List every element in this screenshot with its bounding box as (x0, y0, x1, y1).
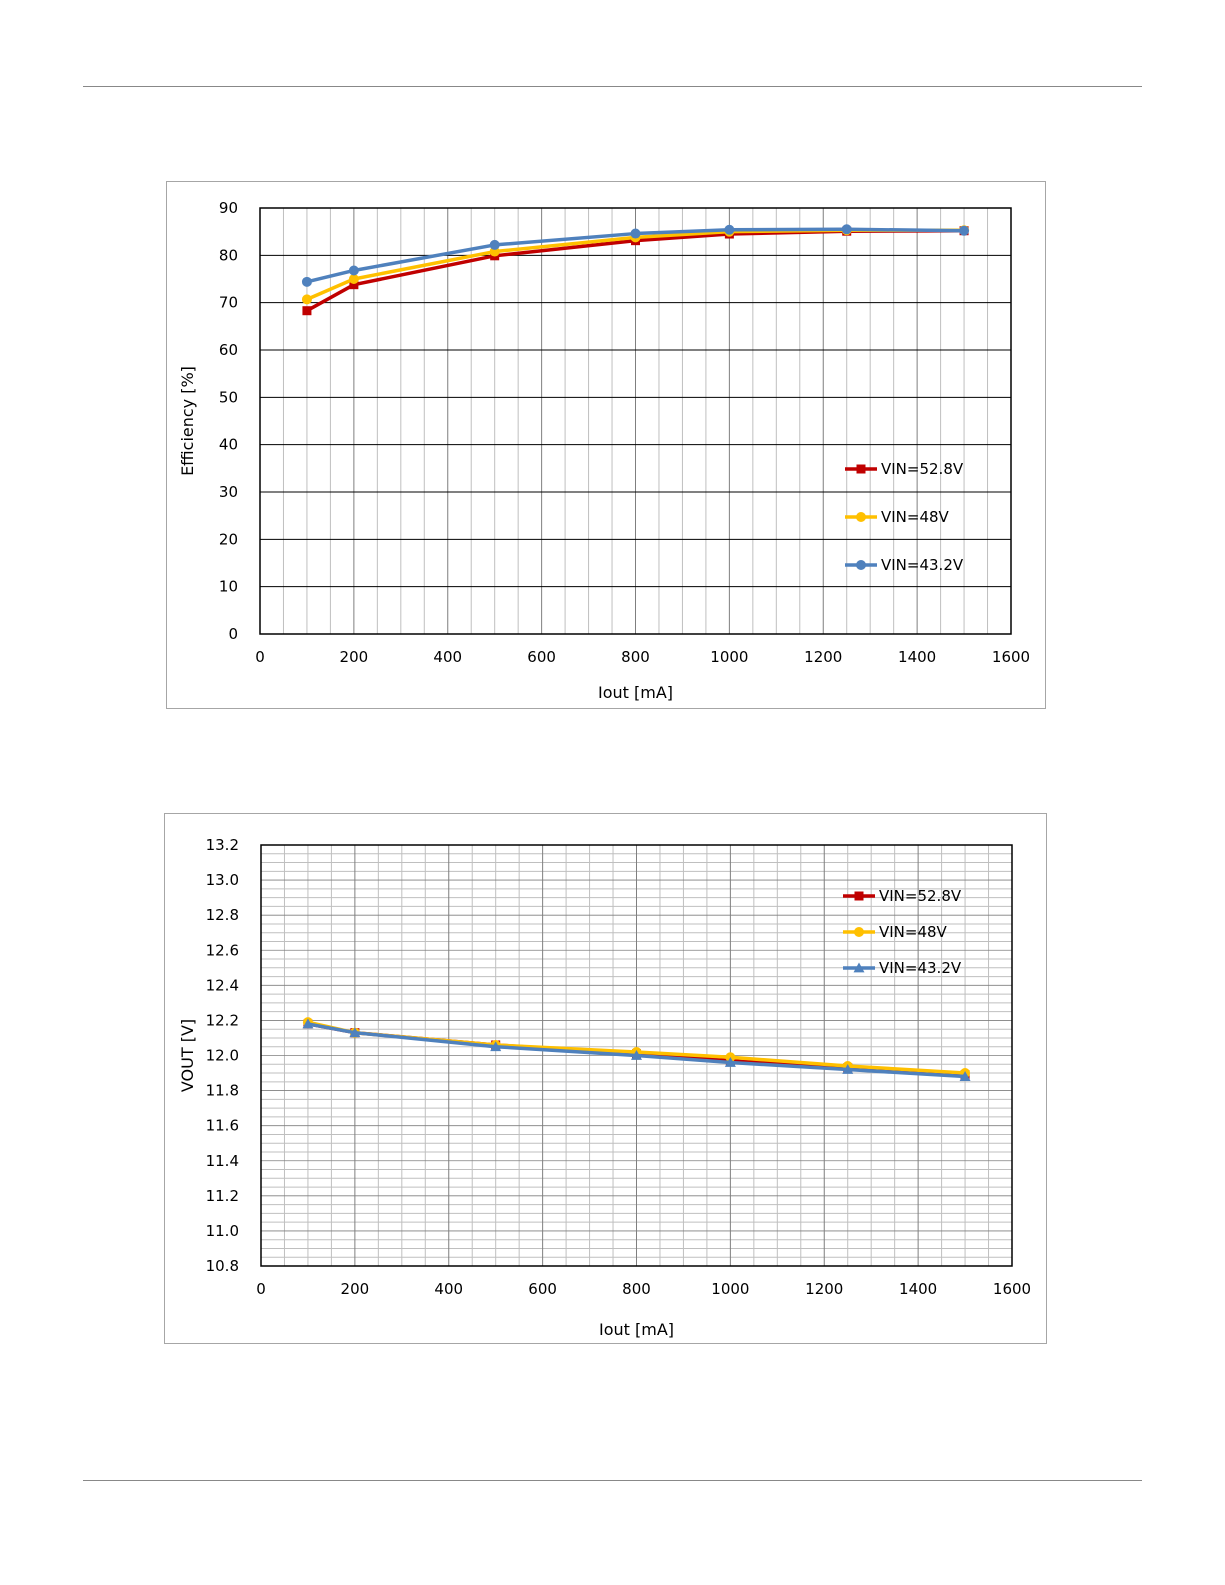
data-point (842, 1064, 854, 1074)
legend-label: VIN=48V (881, 508, 950, 526)
plot-area-border (259, 207, 1012, 635)
x-tick-label: 800 (622, 1280, 651, 1298)
data-point (302, 306, 312, 316)
y-tick-label: 12.0 (206, 1047, 239, 1065)
data-point (841, 224, 852, 235)
legend-marker (856, 560, 866, 570)
x-tick-label: 600 (528, 1280, 557, 1298)
data-point (724, 224, 735, 235)
y-tick-label: 13.2 (206, 836, 239, 854)
y-tick-label: 10.8 (206, 1257, 239, 1275)
data-point (490, 1041, 502, 1052)
x-tick-label: 1400 (898, 648, 936, 666)
legend-label: VIN=43.2V (881, 556, 964, 574)
y-tick-label: 11.6 (206, 1117, 239, 1135)
legend-marker (856, 512, 866, 522)
y-tick-label: 30 (219, 483, 238, 501)
x-tick-label: 0 (256, 1280, 266, 1298)
y-axis-title: Efficiency [%] (178, 366, 197, 476)
y-tick-label: 11.2 (206, 1187, 239, 1205)
x-tick-label: 200 (340, 648, 369, 666)
data-point (348, 265, 359, 276)
vout-chart-plot: 0 200 400 600 800 1000 1200 1400 1600 10.8 11.0 11.… (178, 836, 1031, 1339)
y-tick-label: 12.4 (206, 976, 239, 994)
y-tick-label: 12.2 (206, 1011, 239, 1029)
y-tick-label: 11.0 (206, 1222, 239, 1240)
x-tick-label: 1400 (899, 1280, 937, 1298)
x-tick-label: 1600 (992, 648, 1030, 666)
footer-rule (83, 1480, 1142, 1481)
legend-marker (853, 962, 865, 973)
x-tick-label: 800 (621, 648, 650, 666)
y-tick-label: 10 (219, 578, 238, 596)
x-tick-label: 1600 (993, 1280, 1031, 1298)
data-point (724, 1057, 736, 1067)
x-tick-label: 400 (433, 648, 462, 666)
x-axis-title: Iout [mA] (598, 683, 673, 702)
legend-marker (854, 891, 864, 901)
data-point (630, 228, 641, 239)
plot-area-border (260, 844, 1013, 1267)
y-axis-title: VOUT [V] (178, 1019, 197, 1092)
data-point (348, 274, 359, 284)
efficiency-chart: 0 200 400 600 800 1000 1200 1400 1600 0 10 20 30 40 50… (166, 181, 1046, 709)
y-tick-label: 13.0 (206, 871, 239, 889)
legend-label: VIN=48V (879, 923, 948, 941)
y-tick-label: 70 (219, 294, 238, 312)
header-rule (83, 86, 1142, 87)
y-tick-label: 11.4 (206, 1152, 239, 1170)
x-tick-label: 0 (255, 648, 265, 666)
y-tick-label: 0 (228, 625, 238, 643)
y-tick-label: 11.8 (206, 1082, 239, 1100)
legend-marker (854, 927, 864, 937)
y-tick-label: 50 (219, 388, 238, 406)
x-tick-label: 200 (341, 1280, 370, 1298)
x-tick-label: 1200 (805, 1280, 843, 1298)
legend-label: VIN=52.8V (879, 887, 962, 905)
data-point (301, 276, 312, 287)
data-point (302, 1018, 314, 1029)
x-tick-label: 400 (434, 1280, 463, 1298)
vout-chart: 0 200 400 600 800 1000 1200 1400 1600 10.8 11.0 11.… (164, 813, 1047, 1344)
legend-marker (856, 464, 866, 474)
efficiency-chart-plot: 0 200 400 600 800 1000 1200 1400 1600 0 10 20 30 40 50… (178, 199, 1030, 702)
data-point (349, 1027, 361, 1038)
x-axis-title: Iout [mA] (599, 1320, 674, 1339)
y-tick-label: 20 (219, 530, 238, 548)
legend-label: VIN=43.2V (879, 959, 962, 977)
y-tick-label: 60 (219, 341, 238, 359)
x-tick-label: 1200 (804, 648, 842, 666)
data-point (489, 239, 500, 250)
data-point (349, 280, 359, 290)
y-tick-label: 80 (219, 246, 238, 264)
x-tick-label: 600 (527, 648, 556, 666)
data-point (959, 1071, 971, 1081)
legend-label: VIN=52.8V (881, 460, 964, 478)
x-tick-label: 1000 (711, 1280, 749, 1298)
y-tick-label: 12.8 (206, 906, 239, 924)
data-point (301, 294, 312, 305)
data-point (631, 1050, 642, 1060)
y-tick-label: 40 (219, 436, 238, 454)
y-tick-label: 90 (219, 199, 238, 217)
x-tick-label: 1000 (710, 648, 748, 666)
data-point (959, 225, 970, 236)
y-tick-label: 12.6 (206, 941, 239, 959)
